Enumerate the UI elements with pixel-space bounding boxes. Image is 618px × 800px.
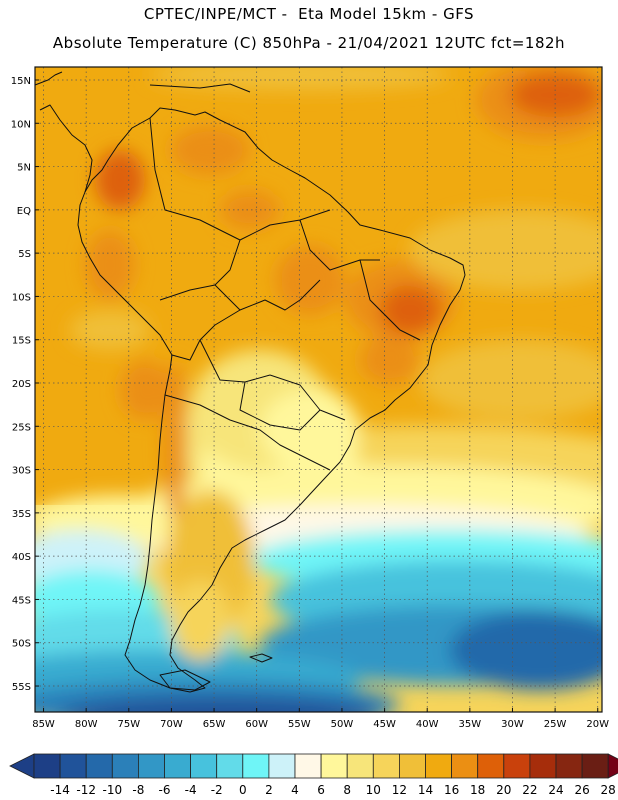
colorbar-swatch xyxy=(294,753,322,779)
coastline xyxy=(34,71,466,693)
lat-label: 30S xyxy=(12,466,31,477)
colorbar-label: 22 xyxy=(522,783,537,797)
colorbar-swatch xyxy=(242,753,270,779)
colorbar-label: -8 xyxy=(132,783,144,797)
lon-label: 50W xyxy=(331,719,354,730)
lat-label: 15S xyxy=(12,336,31,347)
colorbar-over-arrow xyxy=(607,753,618,779)
lat-label: 40S xyxy=(12,552,31,563)
colorbar-swatch xyxy=(59,753,87,779)
colorbar-swatch xyxy=(346,753,374,779)
colorbar-label: 26 xyxy=(574,783,589,797)
colorbar-label: 18 xyxy=(470,783,485,797)
colorbar-swatch xyxy=(111,753,139,779)
colorbar-label: 8 xyxy=(343,783,351,797)
colorbar-label: 4 xyxy=(291,783,299,797)
lat-label: EQ xyxy=(17,206,31,217)
map-subtitle: Absolute Temperature (C) 850hPa - 21/04/… xyxy=(52,34,566,52)
lat-label: 55S xyxy=(12,682,31,693)
lon-label: 55W xyxy=(288,719,311,730)
colorbar-label: -14 xyxy=(50,783,70,797)
colorbar-swatch xyxy=(216,753,244,779)
map-title: CPTEC/INPE/MCT - Eta Model 15km - GFS xyxy=(143,5,475,23)
colorbar-label: -4 xyxy=(185,783,197,797)
colorbar-labels: -14 -12 -10 -8 -6 -4 -2 0 2 4 6 8 10 12 14 16 18 20 22 24 26… xyxy=(50,783,616,797)
colorbar-label: -2 xyxy=(211,783,223,797)
colorbar-swatch xyxy=(137,753,165,779)
colorbar-swatch xyxy=(555,753,583,779)
colorbar-swatch xyxy=(320,753,348,779)
lon-label: 65W xyxy=(203,719,226,730)
colorbar-label: 10 xyxy=(366,783,381,797)
map-frame xyxy=(34,66,603,713)
colorbar-label: -6 xyxy=(159,783,171,797)
colorbar xyxy=(9,753,618,779)
colorbar-swatch xyxy=(190,753,218,779)
colorbar-label: 20 xyxy=(496,783,511,797)
lat-label: 15N xyxy=(11,76,31,87)
lat-label: 45S xyxy=(12,595,31,606)
lon-label: 35W xyxy=(459,719,482,730)
colorbar-label: 2 xyxy=(265,783,273,797)
lat-label: 5S xyxy=(18,249,31,260)
colorbar-label: 0 xyxy=(239,783,247,797)
lat-label: 10S xyxy=(12,292,31,303)
colorbar-swatch xyxy=(477,753,505,779)
lat-label: 20S xyxy=(12,379,31,390)
colorbar-swatch xyxy=(33,753,61,779)
colorbar-swatch xyxy=(451,753,479,779)
lat-label: 10N xyxy=(11,119,31,130)
lon-label: 70W xyxy=(160,719,183,730)
lon-label: 20W xyxy=(586,719,609,730)
colorbar-label: 28 xyxy=(601,783,616,797)
colorbar-swatch xyxy=(581,753,609,779)
lon-label: 80W xyxy=(75,719,98,730)
colorbar-label: 14 xyxy=(418,783,433,797)
lat-label: 50S xyxy=(12,639,31,650)
colorbar-swatch xyxy=(529,753,557,779)
colorbar-swatch xyxy=(398,753,426,779)
colorbar-label: 6 xyxy=(317,783,325,797)
colorbar-swatch xyxy=(372,753,400,779)
colorbar-swatch xyxy=(85,753,113,779)
lon-label: 85W xyxy=(32,719,55,730)
lon-label: 30W xyxy=(501,719,524,730)
colorbar-label: -10 xyxy=(102,783,122,797)
temperature-field xyxy=(35,67,602,712)
lon-label: 60W xyxy=(245,719,268,730)
grid-lines xyxy=(35,67,602,712)
colorbar-label: 24 xyxy=(548,783,563,797)
lon-label: 25W xyxy=(544,719,567,730)
colorbar-label: -12 xyxy=(76,783,96,797)
colorbar-label: 12 xyxy=(392,783,407,797)
latitude-labels: 15N 10N 5N EQ 5S 10S 15S 20S 25S 30S 35S 40S 45S 50S 5… xyxy=(11,76,39,693)
lon-label: 75W xyxy=(117,719,140,730)
lon-label: 45W xyxy=(373,719,396,730)
lat-label: 35S xyxy=(12,509,31,520)
colorbar-swatch xyxy=(503,753,531,779)
lon-label: 40W xyxy=(416,719,439,730)
colorbar-swatch xyxy=(164,753,192,779)
colorbar-swatch xyxy=(425,753,453,779)
lat-label: 25S xyxy=(12,422,31,433)
colorbar-label: 16 xyxy=(444,783,459,797)
longitude-labels: 85W 80W 75W 70W 65W 60W 55W 50W 45W 40W 35W 30W 25W 2… xyxy=(32,708,609,730)
lat-label: 5N xyxy=(17,163,31,174)
colorbar-swatch xyxy=(268,753,296,779)
colorbar-under-arrow xyxy=(9,753,35,779)
